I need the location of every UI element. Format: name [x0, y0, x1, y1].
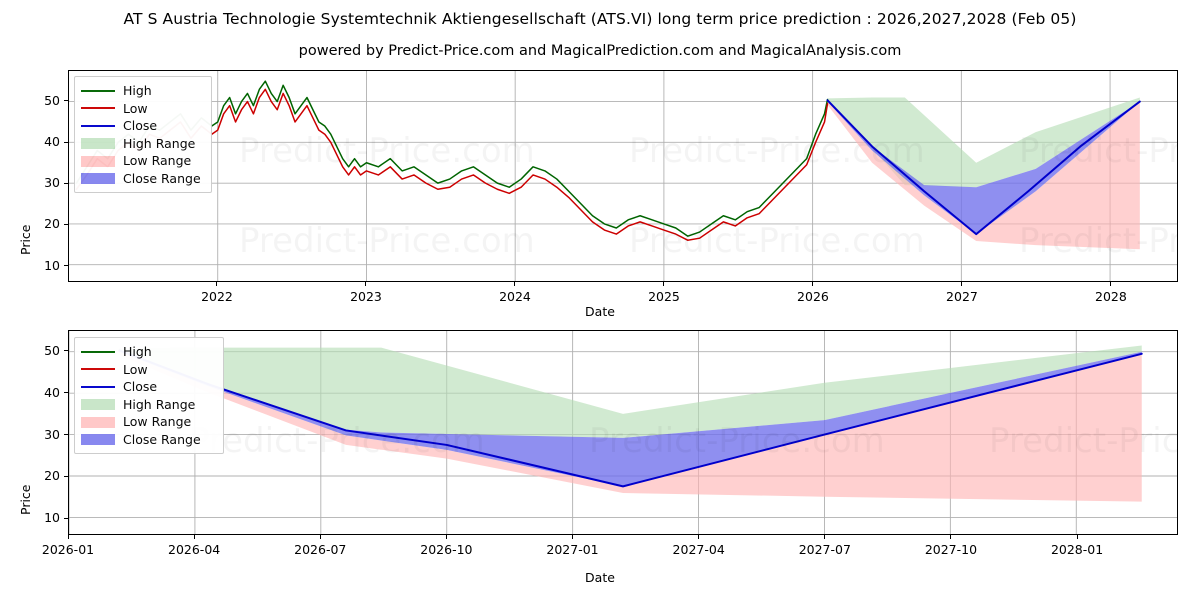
legend-item-label: High Range: [123, 135, 196, 151]
y-tick-label: 40: [44, 134, 60, 150]
legend-item-low: Low: [81, 100, 203, 118]
x-tick-label: 2025: [648, 289, 680, 304]
legend-item-label: High Range: [123, 396, 196, 412]
legend-line-swatch-icon: [81, 381, 115, 393]
x-tick-mark: [698, 535, 700, 539]
x-tick-label: 2026-07: [294, 542, 347, 557]
legend-patch-swatch-icon: [81, 172, 115, 185]
legend-line-swatch-icon: [81, 102, 115, 114]
legend-item-low-range: Low Range: [81, 413, 215, 431]
bottom-plot-area: Predict-Price.comPredict-Price.comPredic…: [68, 330, 1178, 535]
legend-item-close-range: Close Range: [81, 170, 203, 188]
legend-item-high-range: High Range: [81, 135, 203, 153]
x-tick-label: 2022: [201, 289, 233, 304]
x-tick-label: 2027-07: [798, 542, 851, 557]
x-tick-label: 2026-04: [168, 542, 221, 557]
top-chart-panel: Price Predict-Price.comPredict-Price.com…: [0, 60, 1200, 319]
x-tick-mark: [663, 282, 665, 286]
y-tick-label: 20: [44, 468, 60, 484]
legend-item-high: High: [81, 82, 203, 100]
y-tick-mark: [64, 434, 68, 436]
x-tick-mark: [1076, 535, 1078, 539]
x-tick-mark: [319, 535, 321, 539]
legend-line-swatch-icon: [81, 363, 115, 375]
x-tick-mark: [193, 535, 195, 539]
y-tick-label: 30: [44, 426, 60, 442]
y-tick-mark: [64, 223, 68, 225]
legend-item-close-range: Close Range: [81, 431, 215, 449]
legend-patch-swatch-icon: [81, 433, 115, 446]
legend-item-label: High: [123, 344, 152, 359]
legend-patch-swatch-icon: [81, 398, 115, 411]
legend-item-high-range: High Range: [81, 396, 215, 414]
legend-item-label: Close Range: [123, 431, 201, 447]
x-tick-label: 2027: [946, 289, 978, 304]
x-tick-label: 2026: [797, 289, 829, 304]
x-tick-mark: [216, 282, 218, 286]
y-tick-mark: [64, 141, 68, 143]
y-tick-mark: [64, 100, 68, 102]
legend-patch-swatch-icon: [81, 155, 115, 167]
x-tick-mark: [950, 535, 952, 539]
bottom-x-axis-label: Date: [585, 570, 615, 585]
y-tick-mark: [64, 392, 68, 394]
x-tick-label: 2024: [499, 289, 531, 304]
x-tick-mark: [812, 282, 814, 286]
x-tick-mark: [572, 535, 574, 539]
legend-item-label: Close: [123, 118, 158, 133]
x-tick-label: 2023: [350, 289, 382, 304]
legend-item-label: High: [123, 83, 152, 98]
legend-patch-swatch-icon: [81, 416, 115, 428]
bottom-chart-panel: Price Predict-Price.comPredict-Price.com…: [0, 325, 1200, 600]
x-tick-mark: [67, 535, 69, 539]
legend-line-swatch-icon: [81, 346, 115, 358]
y-tick-mark: [64, 265, 68, 267]
x-tick-label: 2027-10: [924, 542, 978, 557]
y-tick-label: 10: [44, 257, 60, 273]
y-tick-mark: [64, 517, 68, 519]
x-tick-mark: [514, 282, 516, 286]
y-tick-label: 10: [44, 510, 60, 526]
y-tick-mark: [64, 350, 68, 352]
y-tick-label: 50: [44, 342, 60, 358]
legend-item-low-range: Low Range: [81, 152, 203, 170]
top-chart-legend[interactable]: High Low Close High Range Low Range Close Ran…: [74, 76, 212, 193]
y-tick-label: 30: [44, 175, 60, 191]
legend-item-high: High: [81, 343, 215, 361]
y-tick-label: 20: [44, 216, 60, 232]
x-tick-label: 2027-04: [672, 542, 725, 557]
legend-item-close: Close: [81, 378, 215, 396]
bottom-chart-legend[interactable]: High Low Close High Range Low Range Close Ran…: [74, 337, 224, 454]
x-tick-mark: [1110, 282, 1112, 286]
page-subtitle: powered by Predict-Price.com and Magical…: [298, 43, 902, 59]
legend-item-label: Low Range: [123, 414, 192, 429]
x-tick-label: 2028: [1095, 289, 1127, 304]
y-tick-mark: [64, 475, 68, 477]
legend-line-swatch-icon: [81, 85, 115, 97]
x-tick-label: 2027-01: [546, 542, 599, 557]
legend-item-label: Low: [123, 100, 148, 116]
legend-item-label: Close: [123, 379, 158, 394]
x-tick-mark: [445, 535, 447, 539]
y-tick-label: 40: [44, 384, 60, 400]
y-tick-label: 50: [44, 92, 60, 108]
x-tick-label: 2026-01: [41, 542, 95, 557]
page-title: AT S Austria Technologie Systemtechnik A…: [123, 10, 1077, 28]
x-tick-mark: [824, 535, 826, 539]
legend-item-label: Close Range: [123, 170, 201, 186]
legend-item-label: Low Range: [123, 153, 192, 168]
top-plot-area: Predict-Price.comPredict-Price.comPredic…: [68, 70, 1178, 282]
y-tick-mark: [64, 182, 68, 184]
x-tick-mark: [961, 282, 963, 286]
x-tick-mark: [365, 282, 367, 286]
x-tick-label: 2028-01: [1050, 542, 1104, 557]
top-x-axis-label: Date: [585, 304, 615, 319]
legend-item-low: Low: [81, 361, 215, 379]
legend-item-label: Low: [123, 361, 148, 377]
x-tick-label: 2026-10: [420, 542, 473, 557]
legend-item-close: Close: [81, 117, 203, 135]
legend-patch-swatch-icon: [81, 137, 115, 150]
legend-line-swatch-icon: [81, 120, 115, 132]
